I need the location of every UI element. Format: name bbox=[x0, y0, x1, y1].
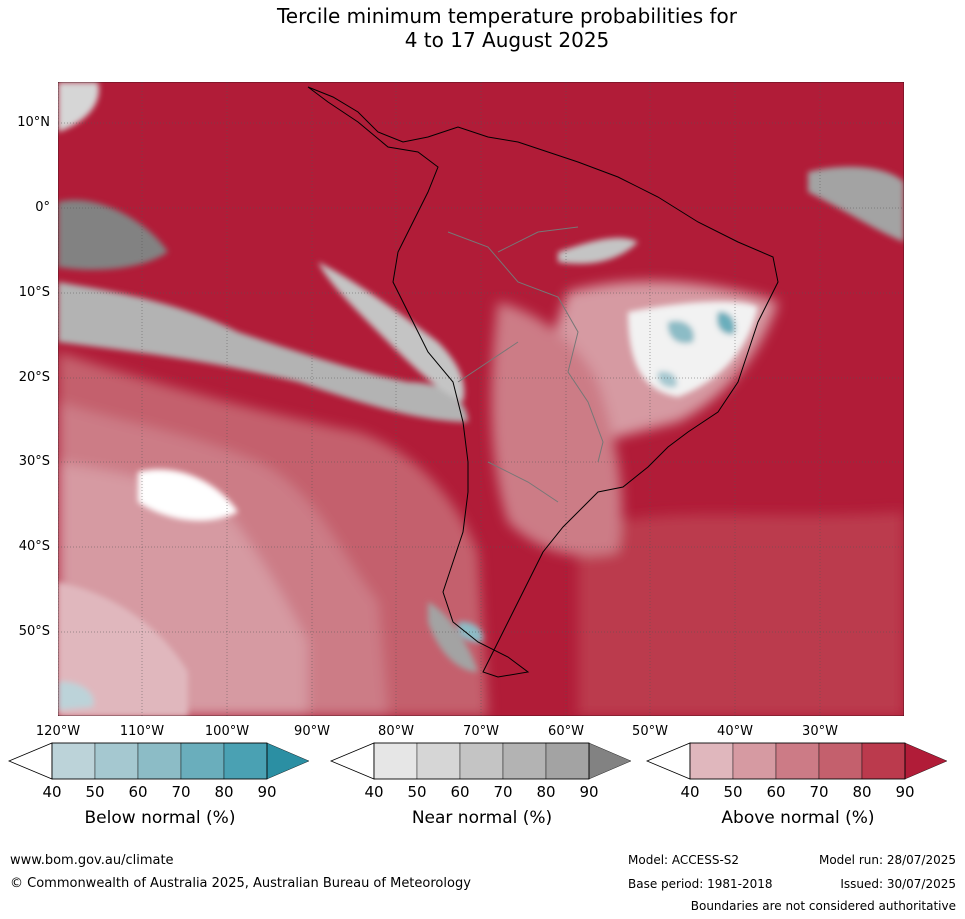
swatch-below-60 bbox=[137, 742, 182, 780]
below-tick-90: 90 bbox=[257, 783, 277, 801]
above-tick-40: 40 bbox=[680, 783, 700, 801]
region-pacific-white-1 bbox=[138, 469, 238, 521]
title-line-1: Tercile minimum temperature probabilitie… bbox=[276, 4, 738, 28]
lon-label-110w: 110°W bbox=[119, 724, 165, 739]
colorbar-title-near: Near normal (%) bbox=[411, 808, 553, 828]
above-tick-90: 90 bbox=[895, 783, 915, 801]
lon-label-40w: 40°W bbox=[717, 724, 753, 739]
footer-website[interactable]: www.bom.gov.au/climate bbox=[10, 853, 174, 868]
above-tick-80: 80 bbox=[852, 783, 872, 801]
region-below-normal-sw bbox=[58, 681, 94, 710]
swatch-above-50 bbox=[732, 742, 777, 780]
swatch-near-80 bbox=[545, 742, 590, 780]
near-tick-60: 60 bbox=[450, 783, 470, 801]
swatch-near-50 bbox=[416, 742, 461, 780]
near-tick-90: 90 bbox=[579, 783, 599, 801]
colorbar-above-normal bbox=[646, 742, 948, 780]
lat-label-0: 0° bbox=[35, 200, 50, 215]
colorbar-title-below: Below normal (%) bbox=[84, 808, 236, 828]
colorbar-title-above: Above normal (%) bbox=[721, 808, 875, 828]
footer-disclaimer: Boundaries are not considered authoritat… bbox=[690, 899, 956, 913]
swatch-above-40 bbox=[689, 742, 734, 780]
lon-label-60w: 60°W bbox=[548, 724, 584, 739]
swatch-above-80 bbox=[861, 742, 906, 780]
near-tick-40: 40 bbox=[364, 783, 384, 801]
above-tick-50: 50 bbox=[723, 783, 743, 801]
below-tick-40: 40 bbox=[42, 783, 62, 801]
near-tick-50: 50 bbox=[407, 783, 427, 801]
lon-label-30w: 30°W bbox=[802, 724, 838, 739]
region-near-normal-peru-coast bbox=[318, 262, 465, 402]
title-line-2: 4 to 17 August 2025 bbox=[404, 28, 610, 52]
region-below-normal-brazil-1 bbox=[667, 320, 694, 344]
region-near-normal-equatorial-pacific bbox=[58, 200, 168, 270]
lon-label-70w: 70°W bbox=[463, 724, 499, 739]
lon-label-50w: 50°W bbox=[632, 724, 668, 739]
region-near-normal-amazon bbox=[558, 237, 638, 264]
above-tick-60: 60 bbox=[766, 783, 786, 801]
swatch-above-60 bbox=[775, 742, 820, 780]
lon-label-80w: 80°W bbox=[378, 724, 414, 739]
region-near-normal-andes-south bbox=[428, 602, 478, 672]
grid-lines bbox=[58, 82, 904, 716]
swatch-below-50 bbox=[94, 742, 139, 780]
swatch-above-70 bbox=[818, 742, 863, 780]
below-tick-60: 60 bbox=[128, 783, 148, 801]
footer-model-run: Model run: 28/07/2025 bbox=[818, 853, 956, 867]
colorbar-near-normal bbox=[330, 742, 632, 780]
above-tick-70: 70 bbox=[809, 783, 829, 801]
swatch-below-80 bbox=[223, 742, 268, 780]
region-below-normal-patagonia bbox=[457, 621, 483, 643]
chart-title: Tercile minimum temperature probabilitie… bbox=[0, 4, 965, 52]
lat-label-40s: 40°S bbox=[18, 539, 50, 554]
region-below-normal-brazil-3 bbox=[657, 371, 677, 388]
near-tick-80: 80 bbox=[536, 783, 556, 801]
coastline-south-america bbox=[307, 86, 779, 678]
lat-label-50s: 50°S bbox=[18, 624, 50, 639]
lon-label-100w: 100°W bbox=[204, 724, 250, 739]
country-borders bbox=[447, 226, 604, 503]
region-near-normal-pacific-north bbox=[58, 82, 99, 132]
swatch-below-90 bbox=[266, 742, 310, 780]
swatch-above-90 bbox=[904, 742, 948, 780]
swatch-near-90 bbox=[588, 742, 632, 780]
lat-label-30s: 30°S bbox=[18, 454, 50, 469]
lon-label-90w: 90°W bbox=[294, 724, 330, 739]
colorbar-below-normal bbox=[8, 742, 310, 780]
swatch-near-60 bbox=[459, 742, 504, 780]
region-south-atlantic-medium bbox=[578, 512, 904, 716]
lon-label-120w: 120°W bbox=[35, 724, 81, 739]
lat-label-10s: 10°S bbox=[18, 285, 50, 300]
footer-model: Model: ACCESS-S2 bbox=[628, 853, 740, 867]
region-near-normal-west-band bbox=[58, 282, 468, 422]
swatch-near-40 bbox=[373, 742, 418, 780]
footer-copyright: © Commonwealth of Australia 2025, Austra… bbox=[10, 876, 471, 891]
swatch-below-40 bbox=[51, 742, 96, 780]
swatch-near-70 bbox=[502, 742, 547, 780]
footer-base-period: Base period: 1981-2018 bbox=[628, 877, 773, 891]
below-tick-50: 50 bbox=[85, 783, 105, 801]
swatch-below-70 bbox=[180, 742, 225, 780]
lat-label-10n: 10°N bbox=[17, 115, 50, 130]
footer-issued: Issued: 30/07/2025 bbox=[840, 877, 956, 891]
lat-label-20s: 20°S bbox=[18, 370, 50, 385]
region-near-normal-atlantic-east bbox=[808, 166, 904, 242]
below-tick-70: 70 bbox=[171, 783, 191, 801]
below-tick-80: 80 bbox=[214, 783, 234, 801]
region-below-normal-brazil-2 bbox=[716, 311, 736, 335]
forecast-map bbox=[58, 82, 904, 716]
region-south-america-interior bbox=[491, 302, 622, 556]
near-tick-70: 70 bbox=[493, 783, 513, 801]
region-pacific-pale-sw bbox=[58, 582, 188, 716]
